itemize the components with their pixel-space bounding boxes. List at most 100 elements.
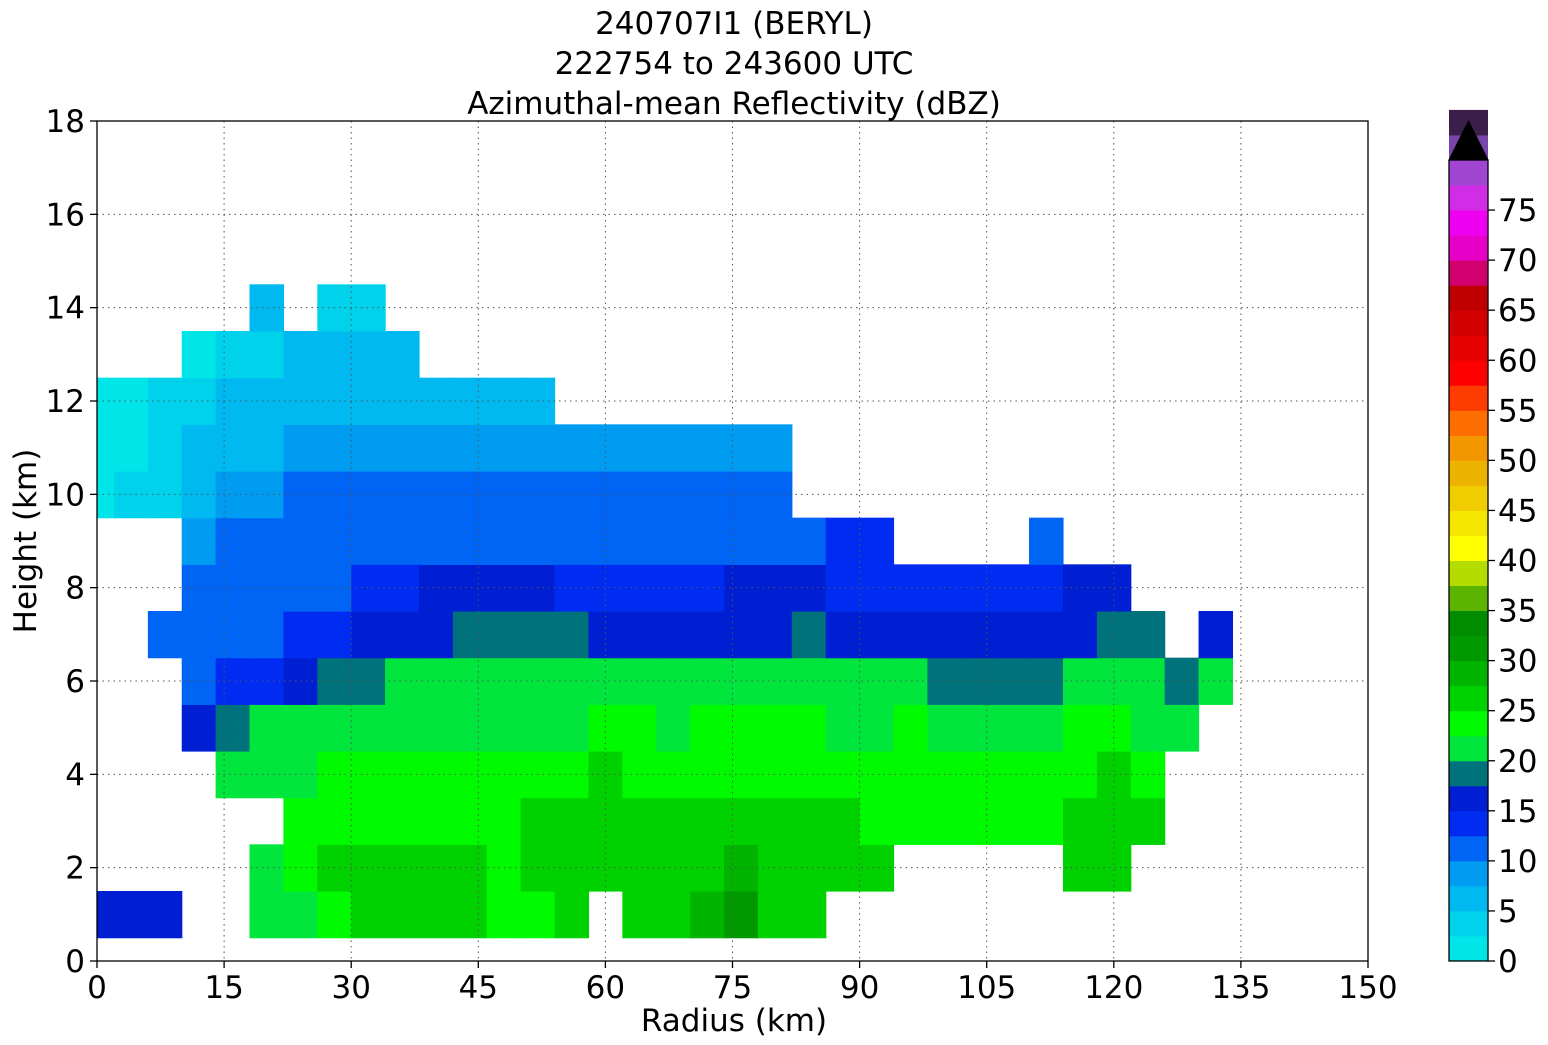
grid-lines [97, 121, 1368, 961]
colorbar-swatch [1449, 885, 1488, 912]
colorbar-tick-label: 75 [1498, 193, 1537, 229]
heatmap-cell [486, 891, 522, 939]
heatmap-cell [656, 891, 691, 939]
heatmap-cell [724, 517, 759, 565]
heatmap-cell [97, 424, 115, 472]
heatmap-cell [385, 331, 420, 379]
colorbar-swatch [1449, 385, 1488, 411]
heatmap-cell [690, 704, 725, 752]
heatmap-cell [385, 611, 420, 659]
colorbar-swatch [1449, 410, 1488, 436]
colorbar-tick-label: 60 [1498, 343, 1537, 379]
heatmap-cell [1029, 517, 1064, 565]
x-tick-label: 105 [957, 970, 1016, 1006]
heatmap-cell [791, 704, 827, 752]
y-axis-ticks: 0 2 4 6 8 10 12 14 16 18 [46, 104, 97, 980]
heatmap-cell [351, 517, 386, 565]
heatmap-cell [622, 844, 657, 892]
heatmap-cell [215, 424, 251, 472]
heatmap-cell [418, 797, 454, 845]
heatmap-cell [418, 844, 454, 892]
heatmap-cell [724, 797, 759, 845]
heatmap-cell [825, 704, 861, 752]
heatmap-cell [927, 611, 962, 659]
heatmap-cell [757, 611, 793, 659]
heatmap-cell [249, 844, 285, 892]
heatmap-cell [385, 751, 420, 799]
heatmap-cell [215, 751, 251, 799]
heatmap-cell [554, 797, 590, 845]
heatmap-cell [418, 891, 454, 939]
x-tick-label: 0 [87, 970, 107, 1006]
heatmap-cell [351, 611, 386, 659]
heatmap-cell [791, 611, 827, 659]
heatmap-cell [452, 657, 488, 705]
heatmap-cell [690, 424, 725, 472]
heatmap-cell [385, 704, 420, 752]
heatmap-cell [520, 424, 556, 472]
heatmap-cell [283, 797, 318, 845]
heatmap-cell [724, 611, 759, 659]
heatmap-cell [317, 704, 352, 752]
x-tick-label: 135 [1211, 970, 1270, 1006]
heatmap-cell [588, 517, 623, 565]
chart-title-line-2: 222754 to 243600 UTC [555, 46, 914, 82]
heatmap-cells [97, 284, 1234, 939]
heatmap-cell [215, 471, 251, 519]
colorbar-swatch [1449, 710, 1488, 737]
heatmap-cell [825, 611, 861, 659]
heatmap-cell [656, 471, 691, 519]
colorbar-swatch [1449, 560, 1488, 587]
x-axis-ticks: 0 15 30 45 60 75 90 105 120 135 150 [87, 961, 1398, 1006]
heatmap-cell [249, 471, 285, 519]
heatmap-cell [588, 657, 623, 705]
heatmap-cell [215, 377, 251, 425]
heatmap-cell [181, 471, 217, 519]
heatmap-cell [317, 797, 352, 845]
heatmap-cell [418, 704, 454, 752]
colorbar-swatch [1449, 585, 1488, 612]
heatmap-cell [859, 657, 895, 705]
heatmap-cell [825, 657, 861, 705]
heatmap-cell [961, 704, 996, 752]
heatmap-cell [249, 331, 285, 379]
heatmap-cell [317, 611, 352, 659]
colorbar-swatch [1449, 635, 1488, 662]
heatmap-cell [1062, 797, 1098, 845]
heatmap-cell [283, 331, 318, 379]
heatmap-cell [385, 657, 420, 705]
colorbar-swatch [1449, 185, 1488, 211]
colorbar-swatch [1449, 210, 1488, 236]
heatmap-cell [317, 331, 352, 379]
heatmap-cell [995, 657, 1030, 705]
heatmap-cell [113, 891, 149, 939]
heatmap-cell [418, 611, 454, 659]
chart-title-line-1: 240707I1 (BERYL) [595, 6, 873, 42]
heatmap-cell [622, 564, 657, 612]
heatmap-cell [893, 704, 928, 752]
colorbar-tick-label: 35 [1498, 594, 1537, 630]
y-tick-label: 10 [46, 477, 85, 513]
heatmap-cell [825, 751, 861, 799]
heatmap-cell [418, 377, 454, 425]
heatmap-cell [588, 564, 623, 612]
heatmap-cell [791, 797, 827, 845]
heatmap-cell [452, 844, 488, 892]
colorbar-swatch [1449, 260, 1488, 286]
heatmap-cell [181, 517, 217, 565]
heatmap-cell [452, 517, 488, 565]
heatmap-cell [147, 891, 183, 939]
heatmap-cell [1062, 657, 1098, 705]
colorbar-swatch [1449, 335, 1488, 361]
chart-title: 240707I1 (BERYL) 222754 to 243600 UTC Az… [467, 6, 1001, 122]
heatmap-cell [690, 891, 725, 939]
heatmap-cell [181, 657, 217, 705]
colorbar-swatch [1449, 285, 1488, 311]
heatmap-cell [249, 517, 285, 565]
heatmap-cell [486, 517, 522, 565]
heatmap-cell [486, 611, 522, 659]
heatmap-cell [588, 797, 623, 845]
y-tick-label: 0 [65, 944, 85, 980]
heatmap-cell [283, 611, 318, 659]
